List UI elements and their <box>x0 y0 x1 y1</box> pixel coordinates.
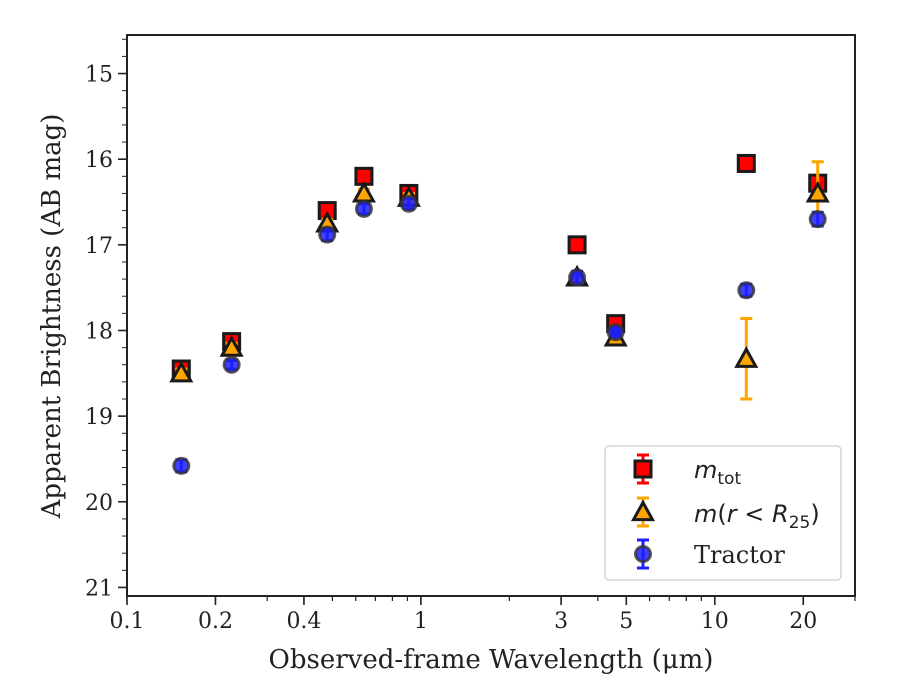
y-tick-label: 17 <box>85 234 113 259</box>
y-tick-label: 15 <box>85 63 113 88</box>
y-tick-label: 19 <box>85 405 113 430</box>
legend-marker-tractor <box>634 545 652 563</box>
plot-frame <box>126 34 856 597</box>
y-tick-label: 20 <box>85 491 113 516</box>
y-tick-label: 21 <box>85 576 113 601</box>
legend-label-mtot: mtot <box>694 456 741 489</box>
x-tick-label: 10 <box>701 609 729 634</box>
legend-box <box>604 445 842 581</box>
x-tick-label: 3 <box>554 609 568 634</box>
series-mr25 <box>169 160 830 401</box>
x-axis-ticks: 0.1 0.2 0.4 1 3 5 10 20 <box>110 596 856 634</box>
data-point-tractor <box>222 355 241 374</box>
x-tick-label: 20 <box>789 609 817 634</box>
legend-label-mr25: m(r < R25) <box>694 500 820 533</box>
data-point-mr25 <box>351 180 376 203</box>
data-point-mr25 <box>219 335 244 357</box>
data-point-mtot <box>736 153 756 173</box>
x-tick-label: 5 <box>619 609 633 634</box>
data-point-tractor <box>354 199 373 218</box>
y-axis-ticks: 15 16 17 18 19 20 21 <box>85 38 127 601</box>
y-tick-label: 16 <box>85 148 113 173</box>
data-point-tractor <box>318 225 337 244</box>
x-tick-label: 1 <box>414 609 428 634</box>
legend-label-tractor: Tractor <box>694 541 785 569</box>
x-axis-label: Observed-frame Wavelength (μm) <box>269 645 714 675</box>
data-point-tractor <box>399 194 418 213</box>
data-point-mtot <box>567 235 587 255</box>
data-point-tractor <box>172 456 191 475</box>
series-mtot <box>171 153 828 379</box>
y-tick-label: 18 <box>85 319 113 344</box>
data-point-tractor <box>568 268 587 287</box>
plot-points <box>169 153 830 475</box>
data-point-mr25 <box>805 180 830 203</box>
data-point-mr25 <box>734 346 759 368</box>
data-point-tractor <box>606 323 625 342</box>
x-tick-label: 0.4 <box>286 609 321 634</box>
legend-marker-mr25 <box>630 499 656 522</box>
y-axis-label: Apparent Brightness (AB mag) <box>37 114 67 520</box>
data-point-mr25 <box>169 360 194 383</box>
x-tick-label: 0.2 <box>198 609 233 634</box>
data-point-tractor <box>737 281 756 300</box>
series-tractor <box>172 194 827 475</box>
legend-marker-mtot <box>633 459 653 479</box>
x-tick-label: 0.1 <box>110 609 145 634</box>
data-point-tractor <box>808 210 827 229</box>
legend: mtot m(r < R25) Tractor <box>604 445 842 581</box>
